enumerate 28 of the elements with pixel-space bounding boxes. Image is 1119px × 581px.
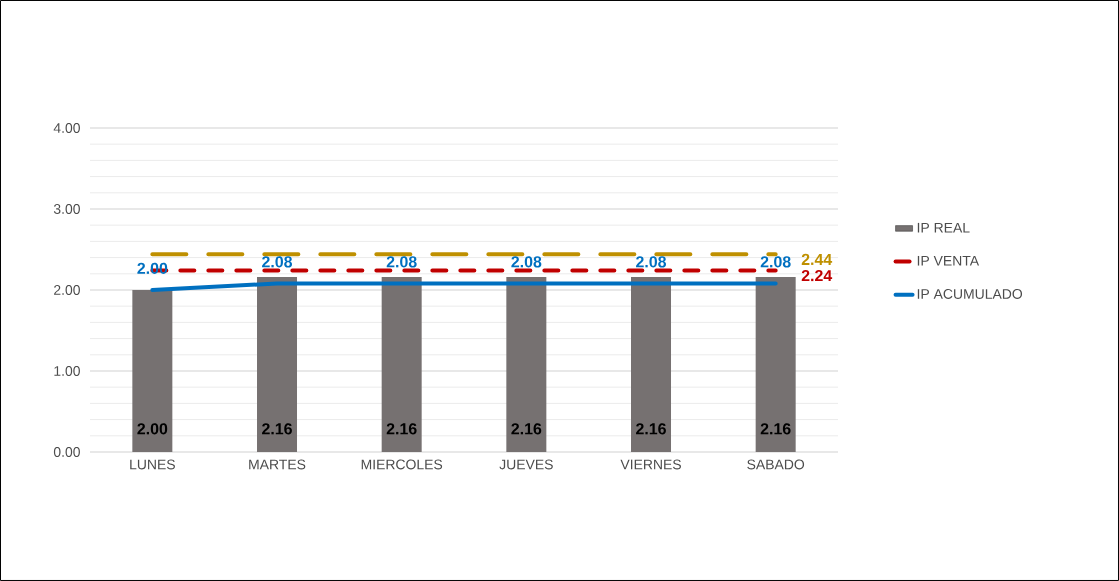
y-tick-label: 2.00 (54, 285, 80, 295)
data-label: 2.16 (386, 423, 417, 435)
x-tick-label: MIERCOLES (361, 459, 443, 470)
legend-label: IP VENTA (917, 255, 980, 266)
y-tick-label: 1.00 (54, 366, 80, 376)
legend-label: IP ACUMULADO (917, 289, 1023, 299)
data-label: 2.08 (636, 256, 667, 268)
y-tick-label: 0.00 (53, 447, 80, 457)
data-label: 2.08 (760, 256, 791, 268)
y-tick-label: 3.00 (53, 204, 80, 214)
data-label: 2.24 (801, 269, 833, 282)
x-tick-label: LUNES (130, 459, 175, 470)
x-tick-label: MARTES (249, 459, 306, 470)
y-tick-label: 4.00 (53, 123, 80, 133)
data-label: 2.16 (511, 423, 542, 435)
data-label: 2.08 (511, 256, 542, 268)
data-label: 2.16 (760, 423, 791, 435)
data-label: 2.44 (801, 253, 833, 265)
data-label: 2.16 (262, 423, 292, 435)
x-tick-label: VIERNES (620, 459, 681, 470)
data-label: 2.08 (386, 256, 417, 268)
data-label: 2.00 (137, 262, 168, 274)
data-label: 2.00 (137, 423, 168, 435)
x-tick-label: SABADO (747, 459, 805, 470)
data-label: 2.08 (262, 256, 293, 268)
legend-label: IP REAL (917, 222, 970, 233)
x-tick-label: JUEVES (499, 459, 553, 470)
data-label: 2.16 (636, 423, 666, 435)
